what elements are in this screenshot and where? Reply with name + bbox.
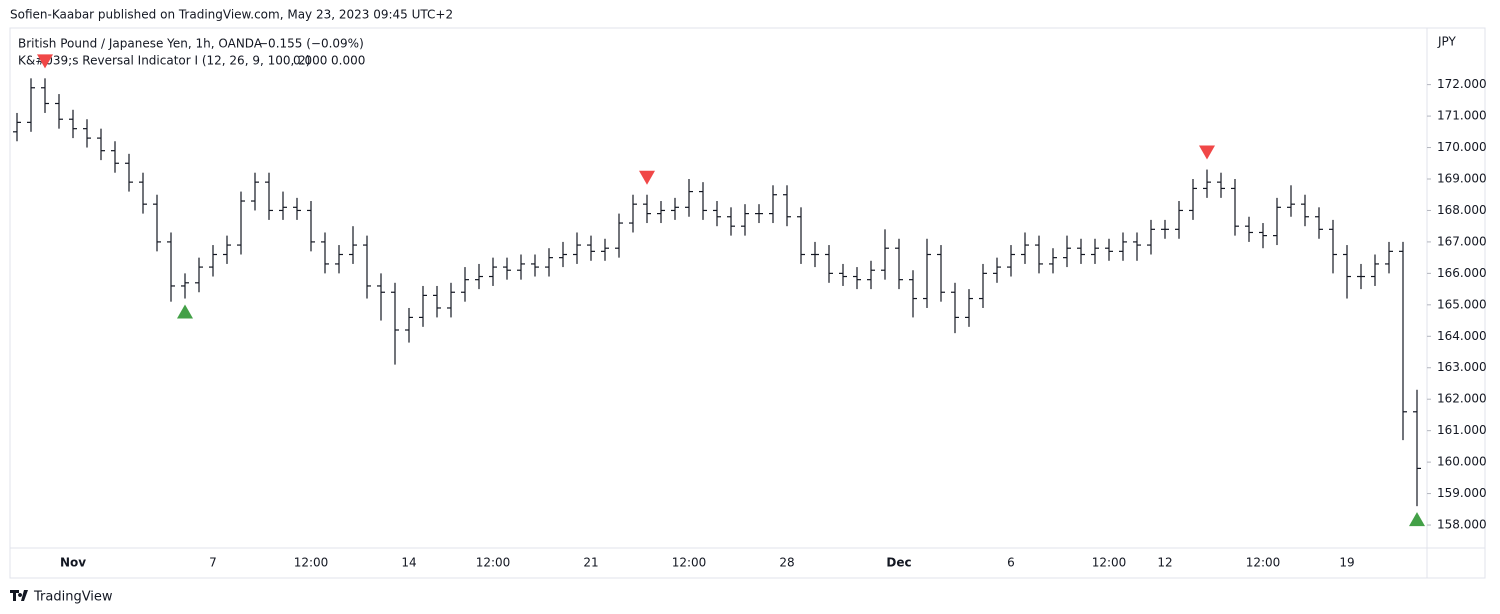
- chart-frame: [9, 27, 1486, 579]
- indicator-bearish-value: 0.000: [331, 54, 365, 68]
- indicator-name: K&#039;s Reversal Indicator I (12, 26, 9…: [18, 54, 310, 68]
- bullish-signal: [1409, 512, 1425, 527]
- y-tick-label: 161.000: [1437, 423, 1487, 437]
- y-tick-label: 168.000: [1437, 203, 1487, 217]
- currency: JPY: [1437, 35, 1457, 49]
- x-tick-label: Nov: [60, 556, 86, 570]
- y-tick-label: 169.000: [1437, 171, 1487, 185]
- logo: [10, 590, 28, 601]
- price-change: −0.155 (−0.09%): [258, 37, 364, 51]
- brand: TradingView: [33, 590, 113, 605]
- y-tick-label: 160.000: [1437, 455, 1487, 469]
- x-tick-label: 19: [1339, 556, 1354, 570]
- x-tick-label: 12:00: [294, 556, 329, 570]
- x-tick-label: 12:00: [1092, 556, 1127, 570]
- publisher: Sofien-Kaabar published on TradingView.c…: [10, 8, 453, 22]
- y-tick-label: 162.000: [1437, 392, 1487, 406]
- y-tick-label: 172.000: [1437, 77, 1487, 91]
- y-tick-label: 167.000: [1437, 234, 1487, 248]
- x-tick-label: 12:00: [1246, 556, 1281, 570]
- x-tick-label: 21: [583, 556, 598, 570]
- bullish-signal: [177, 304, 193, 319]
- x-tick-label: Dec: [886, 556, 911, 570]
- x-tick-label: 14: [401, 556, 416, 570]
- bearish-signal: [639, 170, 655, 185]
- x-tick-label: 7: [209, 556, 217, 570]
- y-tick-label: 165.000: [1437, 297, 1487, 311]
- x-tick-label: 12: [1157, 556, 1172, 570]
- bearish-signal: [37, 54, 53, 69]
- y-tick-label: 159.000: [1437, 486, 1487, 500]
- y-tick-label: 171.000: [1437, 109, 1487, 123]
- y-tick-label: 170.000: [1437, 140, 1487, 154]
- y-tick-label: 158.000: [1437, 518, 1487, 532]
- x-tick-label: 28: [779, 556, 794, 570]
- indicator-bullish-value: 0.000: [293, 54, 327, 68]
- y-tick-label: 166.000: [1437, 266, 1487, 280]
- y-tick-label: 163.000: [1437, 360, 1487, 374]
- y-tick-label: 164.000: [1437, 329, 1487, 343]
- x-tick-label: 12:00: [476, 556, 511, 570]
- chart-title: British Pound / Japanese Yen, 1h, OANDA: [18, 37, 263, 51]
- bearish-signal: [1199, 145, 1215, 160]
- x-tick-label: 12:00: [672, 556, 707, 570]
- x-tick-label: 6: [1007, 556, 1015, 570]
